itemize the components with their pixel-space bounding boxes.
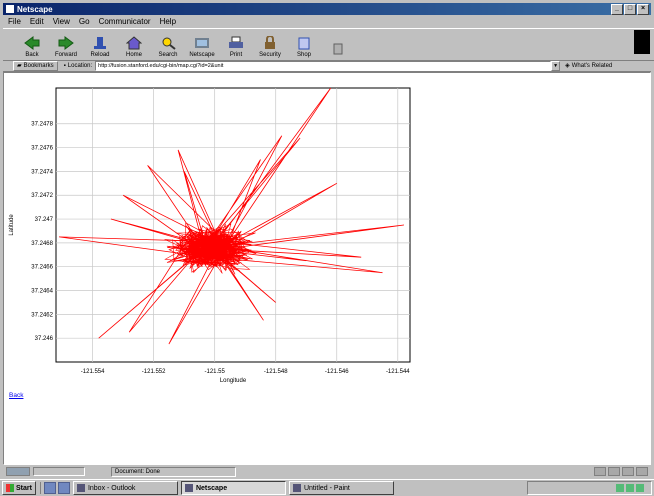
track-outlier-line (59, 88, 404, 345)
paint-icon (292, 484, 301, 492)
y-tick-label: 37.2478 (31, 122, 53, 128)
bookmarks-button[interactable]: ▰ Bookmarks (13, 60, 58, 71)
maximize-button[interactable]: □ (624, 3, 636, 15)
netscape-button[interactable]: Netscape (187, 29, 217, 60)
reload-icon (94, 37, 106, 49)
y-tick-label: 37.2472 (31, 193, 53, 199)
url-field[interactable]: http://fusion.stanford.edu/cgi-bin/map.c… (95, 60, 552, 71)
home-icon (126, 36, 142, 50)
url-dropdown-button[interactable]: ▼ (551, 60, 561, 71)
forward-button[interactable]: Forward (51, 29, 81, 60)
status-text: Document: Done (111, 466, 236, 477)
menu-edit[interactable]: Edit (29, 17, 44, 26)
plot-frame (55, 87, 411, 363)
network-icon[interactable] (616, 484, 625, 492)
forward-arrow-icon (58, 36, 74, 50)
close-button[interactable]: × (637, 3, 649, 15)
y-tick-label: 37.247 (35, 217, 54, 223)
window-controls: _ □ × (611, 3, 649, 15)
start-button[interactable]: Start (2, 481, 36, 495)
netscape-throbber (634, 30, 650, 54)
composer-icon[interactable] (636, 467, 648, 476)
x-tick-label: -121.55 (205, 369, 226, 375)
show-desktop-icon[interactable] (43, 482, 56, 494)
x-tick-label: -121.554 (81, 369, 105, 375)
menu-view[interactable]: View (52, 17, 70, 26)
y-tick-label: 37.2476 (31, 146, 53, 152)
location-label: ▪ Location: (63, 62, 93, 69)
y-tick-label: 37.2462 (31, 312, 53, 318)
window-title: Netscape (17, 4, 53, 14)
x-tick-label: -121.544 (386, 369, 410, 375)
volume-icon[interactable] (626, 484, 635, 492)
navigation-toolbar: Back Forward Reload Home Search Netscape… (3, 28, 654, 61)
task-outlook[interactable]: Inbox - Outlook (72, 481, 178, 495)
y-tick-label: 37.246 (35, 336, 54, 342)
reload-button[interactable]: Reload (85, 29, 115, 60)
gps-track-chart: -121.554 -121.552 -121.55 -121.548 -121.546 -… (9, 87, 411, 384)
security-status-icon[interactable] (6, 467, 30, 476)
back-link[interactable]: Back (9, 392, 24, 399)
task-paint[interactable]: Untitled - Paint (288, 481, 394, 495)
windows-logo-icon (6, 484, 14, 492)
window-titlebar[interactable]: Netscape _ □ × (3, 3, 651, 15)
back-arrow-icon (24, 36, 40, 50)
lock-icon (265, 36, 275, 49)
outlook-icon (76, 484, 85, 492)
progress-bar (33, 467, 85, 476)
stop-icon (333, 43, 343, 55)
menu-go[interactable]: Go (78, 17, 90, 26)
y-tick-label: 37.2466 (31, 265, 53, 271)
x-tick-label: -121.552 (142, 369, 166, 375)
task-netscape[interactable]: Netscape (180, 481, 286, 495)
search-button[interactable]: Search (153, 29, 183, 60)
search-icon (162, 37, 176, 50)
browser-icon[interactable] (57, 482, 70, 494)
netscape-icon (195, 38, 209, 48)
back-button[interactable]: Back (17, 29, 47, 60)
menu-help[interactable]: Help (159, 17, 177, 26)
windows-taskbar: Start Inbox - Outlook Netscape Untitled … (0, 479, 654, 496)
quick-launch (39, 482, 70, 494)
shop-button[interactable]: Shop (289, 29, 319, 60)
page-content: -121.554 -121.552 -121.55 -121.548 -121.546 -… (3, 72, 651, 465)
x-tick-label: -121.546 (325, 369, 349, 375)
netscape-icon (184, 484, 193, 492)
x-axis-label: Longitude (220, 378, 247, 384)
print-button[interactable]: Print (221, 29, 251, 60)
menu-bar: File Edit View Go Communicator Help (3, 16, 654, 27)
navigator-icon[interactable] (594, 467, 606, 476)
component-bar (594, 467, 648, 476)
shop-icon (298, 37, 310, 50)
system-tray (527, 481, 652, 495)
status-bar: Document: Done (3, 466, 651, 477)
print-icon (229, 36, 243, 48)
netscape-icon (6, 5, 14, 13)
mail-icon[interactable] (608, 467, 620, 476)
x-tick-label: -121.548 (264, 369, 288, 375)
related-icon: ◈ (565, 63, 570, 69)
y-axis-label: Latitude (9, 214, 15, 236)
location-bar: ▰ Bookmarks ▪ Location: http://fusion.st… (3, 60, 651, 72)
home-button[interactable]: Home (119, 29, 149, 60)
bookmark-icon: ▰ (17, 63, 22, 69)
chevron-down-icon: ▼ (553, 62, 559, 69)
newsgroup-icon[interactable] (622, 467, 634, 476)
stop-button[interactable] (323, 29, 353, 60)
page-proxy-icon[interactable]: ▪ (63, 62, 66, 69)
antivirus-icon[interactable] (636, 484, 645, 492)
minimize-button[interactable]: _ (611, 3, 623, 15)
whats-related-button[interactable]: ◈ What's Related (565, 62, 613, 70)
y-tick-label: 37.2468 (31, 241, 53, 247)
y-tick-label: 37.2464 (31, 289, 53, 295)
menu-file[interactable]: File (8, 17, 21, 26)
y-tick-label: 37.2474 (31, 169, 53, 175)
security-button[interactable]: Security (255, 29, 285, 60)
menu-communicator[interactable]: Communicator (98, 17, 151, 26)
clock[interactable] (646, 485, 648, 492)
